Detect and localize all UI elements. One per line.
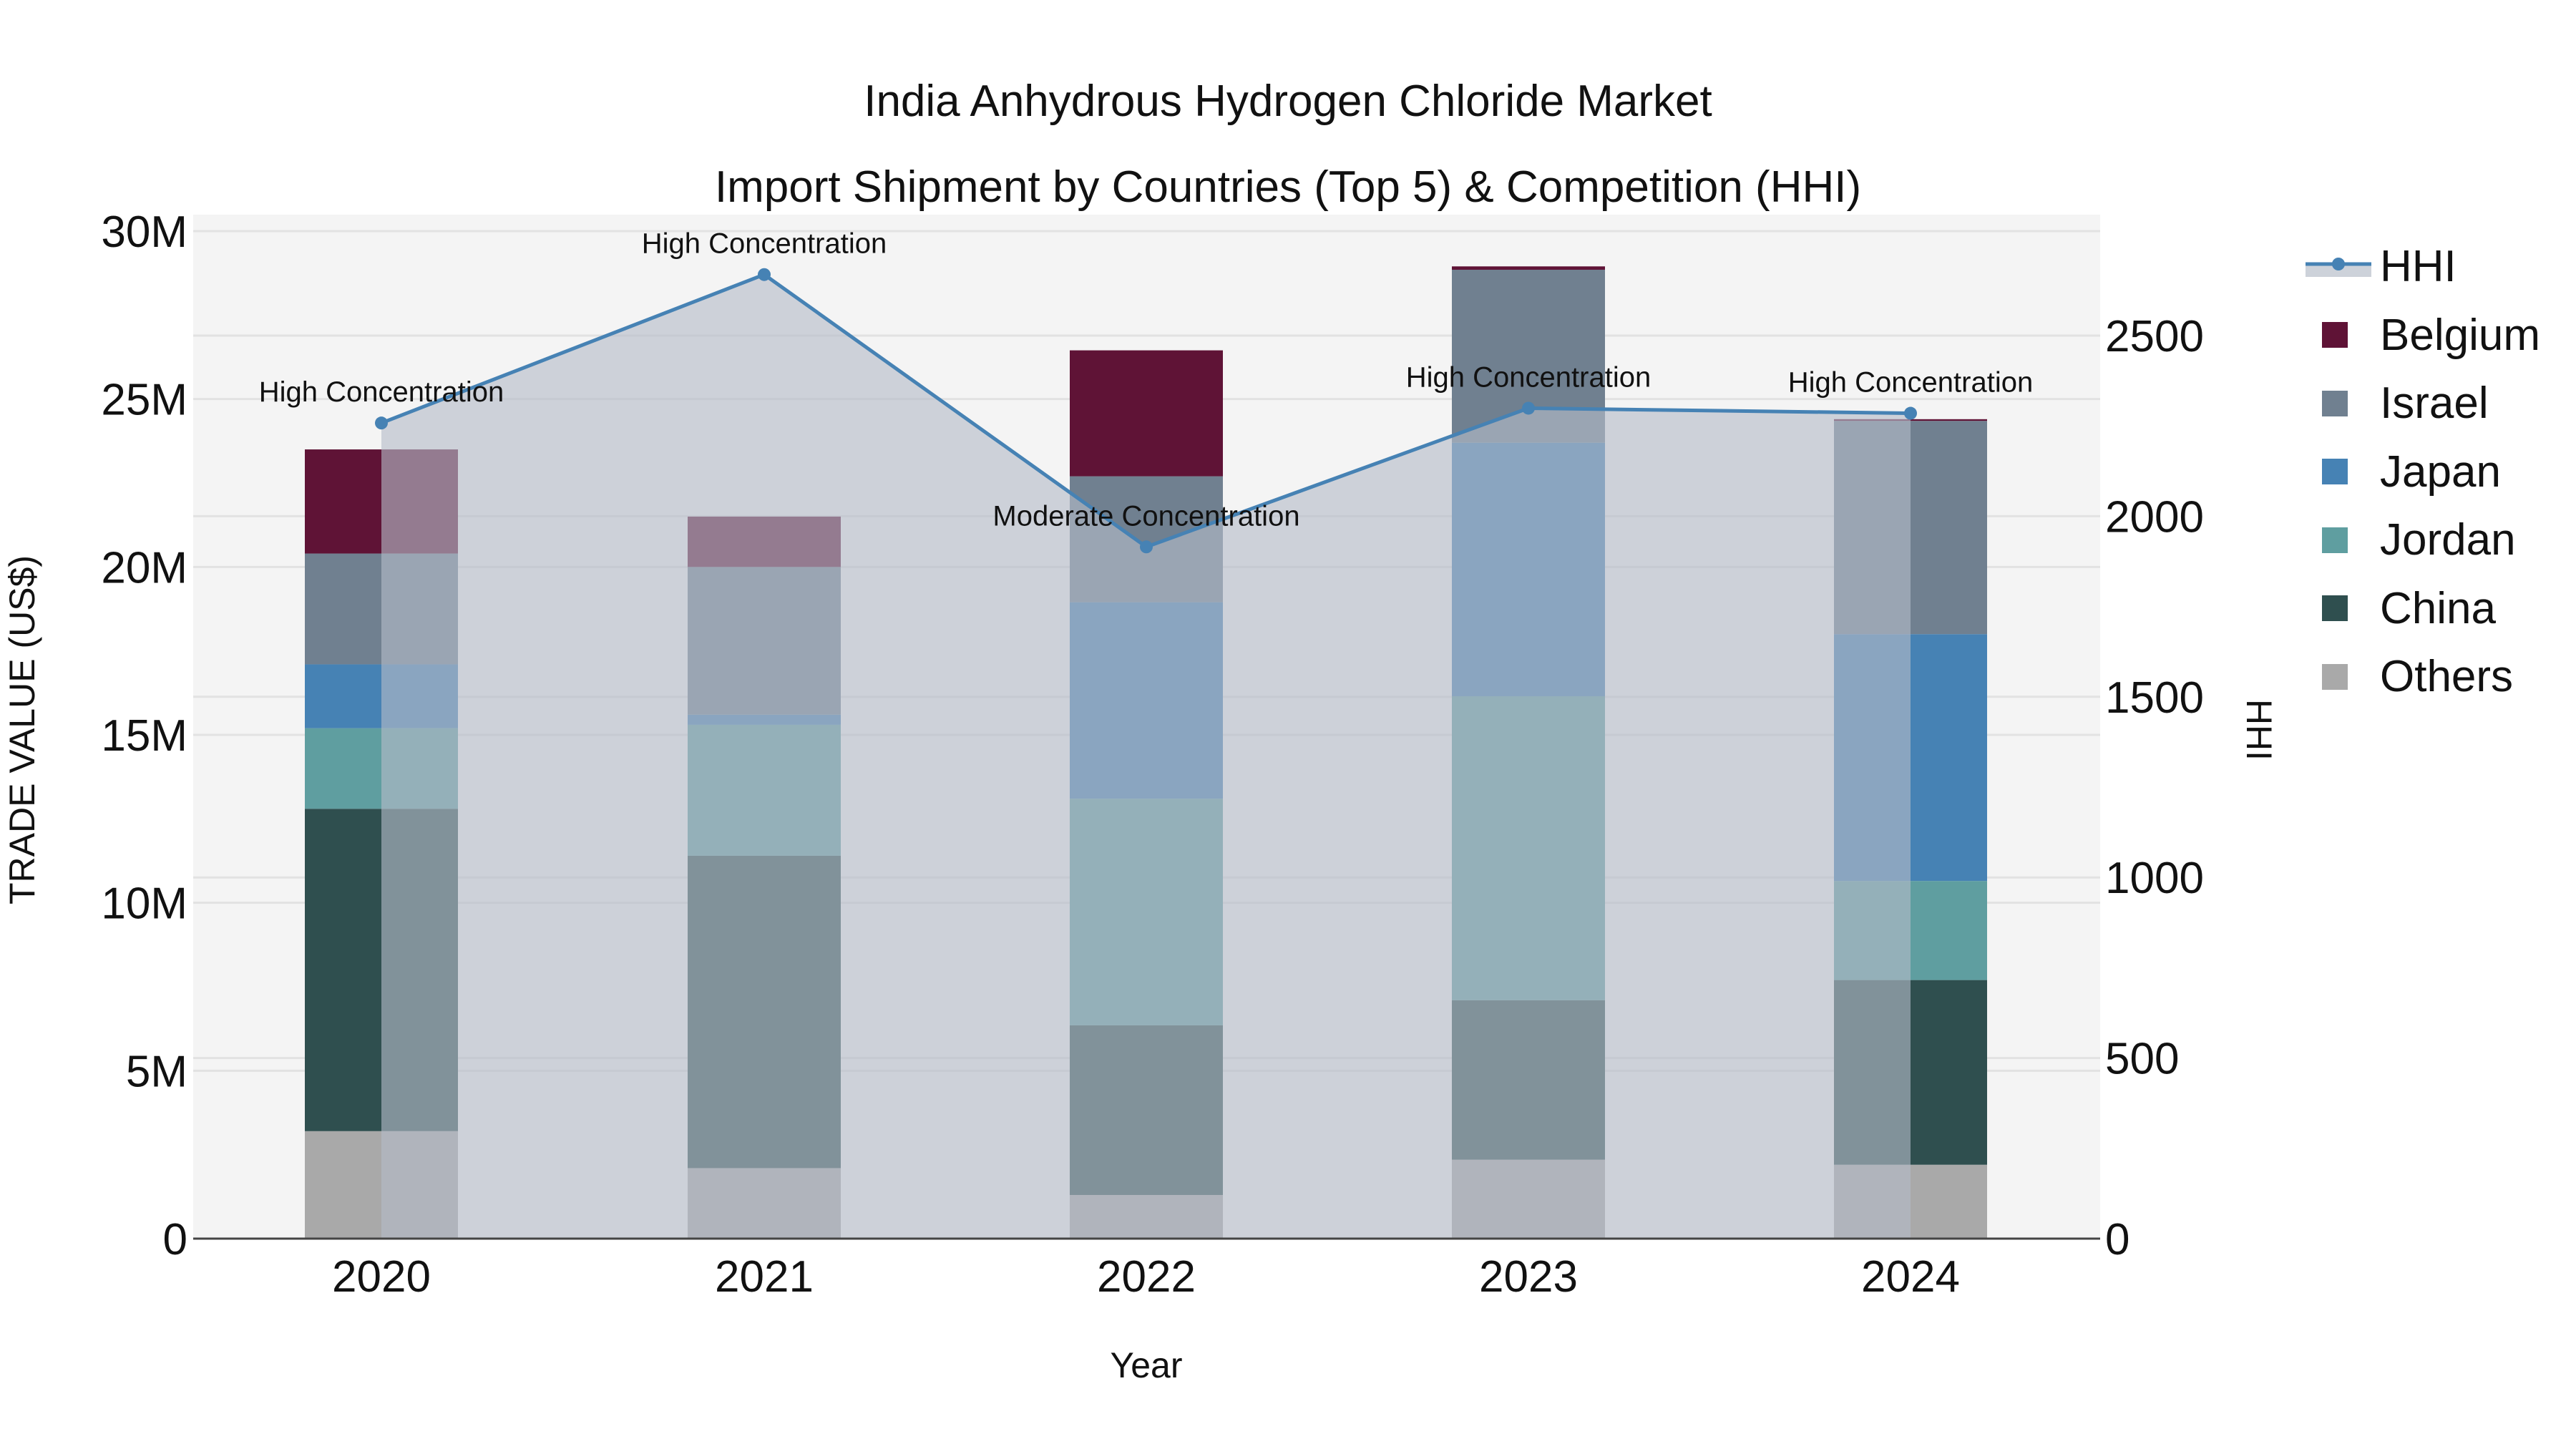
y-right-tick-label: 2000 — [2105, 492, 2204, 542]
y-right-tick-label: 2500 — [2105, 312, 2204, 361]
chart-title: India Anhydrous Hydrogen Chloride Market… — [0, 59, 2576, 230]
hhi-annotations: High Concentration High Concentration Mode… — [259, 228, 2033, 532]
legend-label: Israel — [2380, 379, 2489, 429]
hhi-marker-2024[interactable] — [1904, 406, 1917, 420]
legend-swatch-icon — [2322, 390, 2348, 416]
legend-label: Belgium — [2380, 310, 2540, 360]
legend-label: China — [2380, 583, 2496, 633]
y-left-axis-title: TRADE VALUE (US$) — [2, 555, 42, 904]
legend-swatch-icon — [2322, 527, 2348, 553]
y-left-tick-label: 25M — [101, 376, 187, 425]
x-tick-label: 2020 — [332, 1252, 431, 1302]
y-right-tick-label: 0 — [2105, 1215, 2129, 1264]
x-tick-label: 2023 — [1479, 1252, 1578, 1302]
hhi-marker-2022[interactable] — [1140, 540, 1153, 554]
hhi-annotation-2024: High Concentration — [1788, 367, 2033, 399]
y-left-tick-label: 15M — [101, 711, 187, 761]
y-right-axis-title: HHI — [2239, 699, 2279, 761]
x-tick-label: 2022 — [1097, 1252, 1196, 1302]
hhi-marker-2021[interactable] — [758, 268, 771, 281]
hhi-area-fill — [381, 274, 1911, 1239]
hhi-annotation-2020: High Concentration — [259, 376, 504, 408]
y-left-tick-label: 20M — [101, 543, 187, 592]
y-right-tick-label: 1000 — [2105, 854, 2204, 903]
x-tick-label: 2021 — [715, 1252, 814, 1302]
legend-swatch-icon — [2322, 322, 2348, 348]
y-right-ticks: 0 500 1000 1500 2000 2500 — [2105, 312, 2204, 1264]
legend-label: HHI — [2380, 242, 2457, 292]
hhi-annotation-2022: Moderate Concentration — [992, 500, 1299, 532]
hhi-area — [381, 274, 1911, 1239]
legend-swatch-icon — [2322, 595, 2348, 622]
bar-segment-belgium-2023[interactable] — [1452, 266, 1605, 270]
x-ticks: 2020 2021 2022 2023 2024 — [332, 1252, 1960, 1302]
hhi-marker-2020[interactable] — [375, 416, 388, 430]
hhi-marker-2023[interactable] — [1522, 401, 1535, 415]
y-left-ticks: 0 5M 10M 15M 20M 25M 30M — [101, 208, 187, 1264]
legend-swatch-icon — [2322, 663, 2348, 690]
bar-segment-belgium-2022[interactable] — [1070, 350, 1223, 477]
hhi-annotation-2021: High Concentration — [642, 228, 887, 260]
y-left-tick-label: 0 — [163, 1215, 187, 1264]
y-right-tick-label: 500 — [2105, 1035, 2179, 1084]
legend-swatch-icon — [2322, 459, 2348, 485]
x-tick-label: 2024 — [1861, 1252, 1960, 1302]
y-left-tick-label: 30M — [101, 208, 187, 257]
hhi-line — [375, 268, 1917, 554]
chart-title-line2: Import Shipment by Countries (Top 5) & C… — [714, 162, 1862, 212]
x-axis-title: Year — [1110, 1345, 1182, 1385]
y-left-tick-label: 5M — [126, 1047, 187, 1096]
hhi-annotation-2023: High Concentration — [1406, 361, 1651, 393]
legend-label: Japan — [2380, 447, 2501, 497]
legend-label: Others — [2380, 652, 2514, 702]
y-left-tick-label: 10M — [101, 879, 187, 929]
legend-label: Jordan — [2380, 515, 2516, 565]
y-right-tick-label: 1500 — [2105, 673, 2204, 723]
chart-title-line1: India Anhydrous Hydrogen Chloride Market — [864, 77, 1712, 126]
legend-line-marker-icon — [2306, 254, 2371, 280]
